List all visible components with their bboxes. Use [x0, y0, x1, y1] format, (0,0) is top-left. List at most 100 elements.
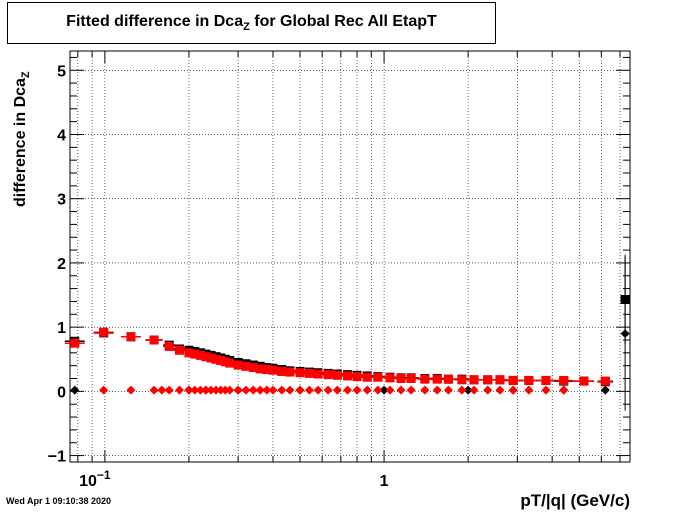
data-point-diamond: [343, 385, 353, 395]
data-point-square: [99, 327, 109, 337]
data-point-square: [352, 372, 362, 382]
data-point-diamond: [285, 385, 295, 395]
data-point-square: [149, 335, 159, 345]
data-point-diamond: [206, 385, 216, 395]
data-point-diamond: [406, 385, 416, 395]
data-point-square: [373, 372, 383, 382]
data-point-diamond: [241, 385, 251, 395]
data-point-square: [216, 356, 226, 366]
data-point-square: [432, 374, 442, 384]
data-point-diamond: [99, 385, 109, 395]
data-point-square: [285, 367, 295, 377]
y-axis-label: difference in DcaZ: [12, 71, 33, 207]
data-point-square: [420, 374, 430, 384]
data-marks: [64, 254, 630, 411]
data-point-diamond: [174, 385, 184, 395]
data-point-square: [268, 365, 278, 375]
data-point-square: [524, 375, 534, 385]
data-point-square: [541, 375, 551, 385]
data-point-diamond: [195, 385, 205, 395]
data-point-diamond: [323, 385, 333, 395]
data-point-square: [579, 376, 589, 386]
data-point-diamond: [262, 385, 272, 395]
data-point-diamond: [396, 385, 406, 395]
plot-frame: [69, 50, 631, 463]
data-point-diamond: [313, 385, 323, 395]
data-point-diamond: [201, 385, 211, 395]
data-point-diamond: [420, 385, 430, 395]
grid-lines: [70, 51, 630, 462]
data-point-diamond: [277, 385, 287, 395]
data-point-diamond: [508, 385, 518, 395]
data-point-square: [323, 370, 333, 380]
data-point-diamond: [362, 385, 372, 395]
data-point-diamond: [483, 385, 493, 395]
data-point-diamond: [385, 385, 395, 395]
x-axis-label: pT/|q| (GeV/c): [520, 491, 630, 510]
data-point-diamond: [432, 385, 442, 395]
data-point-square: [559, 375, 569, 385]
data-point-square: [206, 353, 216, 363]
data-point-diamond: [184, 385, 194, 395]
y-tick-label: 2: [57, 256, 66, 273]
data-point-square: [255, 364, 265, 374]
data-point-square: [396, 374, 406, 384]
y-tick-label: 4: [57, 127, 66, 144]
data-point-square: [483, 375, 493, 385]
data-point-diamond: [248, 385, 258, 395]
data-point-diamond: [190, 385, 200, 395]
data-point-diamond: [379, 385, 389, 395]
y-tick-label: 3: [57, 192, 66, 209]
data-point-square: [248, 363, 258, 373]
data-point-square: [362, 372, 372, 382]
data-point-diamond: [541, 385, 551, 395]
y-tick-label: −1: [48, 449, 66, 466]
y-tick-label: 1: [57, 320, 66, 337]
data-point-square: [174, 345, 184, 355]
data-point-diamond: [157, 385, 167, 395]
y-tick-label: 5: [57, 63, 66, 80]
data-point-diamond: [149, 385, 159, 395]
data-point-square: [211, 354, 221, 364]
data-point-square: [262, 365, 272, 375]
data-point-diamond: [524, 385, 534, 395]
data-point-square: [201, 352, 211, 362]
data-point-square: [70, 338, 80, 348]
data-point-square: [332, 370, 342, 380]
data-point-diamond: [559, 385, 569, 395]
data-point-square: [600, 376, 610, 386]
timestamp-footer: Wed Apr 1 09:10:38 2020: [6, 496, 112, 506]
data-point-square: [184, 348, 194, 358]
data-point-diamond: [295, 385, 305, 395]
data-point-square: [495, 375, 505, 385]
data-point-diamond: [443, 385, 453, 395]
data-point-diamond: [268, 385, 278, 395]
data-point-square: [385, 373, 395, 383]
data-point-square: [277, 366, 287, 376]
y-tick-label: 0: [57, 384, 66, 401]
data-point-square: [304, 368, 314, 378]
data-point-diamond: [126, 385, 136, 395]
data-point-diamond: [457, 385, 467, 395]
title-box: Fitted difference in DcaZ for Global Rec…: [7, 2, 496, 44]
data-point-diamond: [469, 385, 479, 395]
data-point-diamond: [70, 385, 80, 395]
axes: −1 0 1 2 3 4 5 10−1 1: [48, 51, 630, 490]
data-point-diamond: [211, 385, 221, 395]
data-point-square: [508, 375, 518, 385]
data-point-square: [457, 375, 467, 385]
data-point-square: [241, 361, 251, 371]
data-point-diamond: [352, 385, 362, 395]
data-point-square: [295, 368, 305, 378]
data-point-diamond: [600, 385, 610, 395]
data-point-diamond: [620, 329, 630, 339]
data-point-diamond: [255, 385, 265, 395]
data-point-diamond: [225, 385, 235, 395]
data-point-square: [443, 374, 453, 384]
data-point-square: [195, 350, 205, 360]
data-point-square: [164, 341, 174, 351]
data-point-square: [233, 360, 243, 370]
data-point-diamond: [216, 385, 226, 395]
data-point-square: [225, 358, 235, 368]
